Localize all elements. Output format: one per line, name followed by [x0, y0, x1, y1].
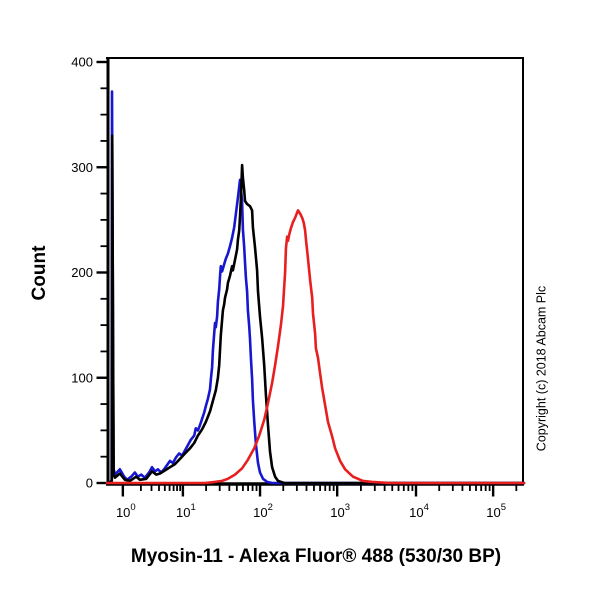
y-axis-title: Count: [29, 245, 50, 301]
x-tick-label-10e3: 103: [330, 502, 350, 520]
x-tick-label-10e0: 100: [116, 502, 136, 520]
y-tick-label-400: 400: [71, 55, 93, 70]
y-tick-label-0: 0: [86, 476, 93, 491]
y-tick-label-300: 300: [71, 160, 93, 175]
x-tick-label-10e2: 102: [253, 502, 273, 520]
blue-curve: [105, 90, 526, 485]
x-tick-label-10e5: 105: [486, 502, 506, 520]
x-tick-label-10e4: 104: [409, 502, 429, 520]
black-curve: [105, 134, 526, 485]
red-curve: [105, 209, 526, 485]
y-tick-label-200: 200: [71, 265, 93, 280]
copyright-text: Copyright (c) 2018 Abcam Plc: [534, 285, 549, 452]
y-tick-label-100: 100: [71, 370, 93, 385]
x-axis-title: Myosin-11 - Alexa Fluor® 488 (530/30 BP): [130, 546, 502, 567]
x-tick-label-10e1: 101: [176, 502, 196, 520]
